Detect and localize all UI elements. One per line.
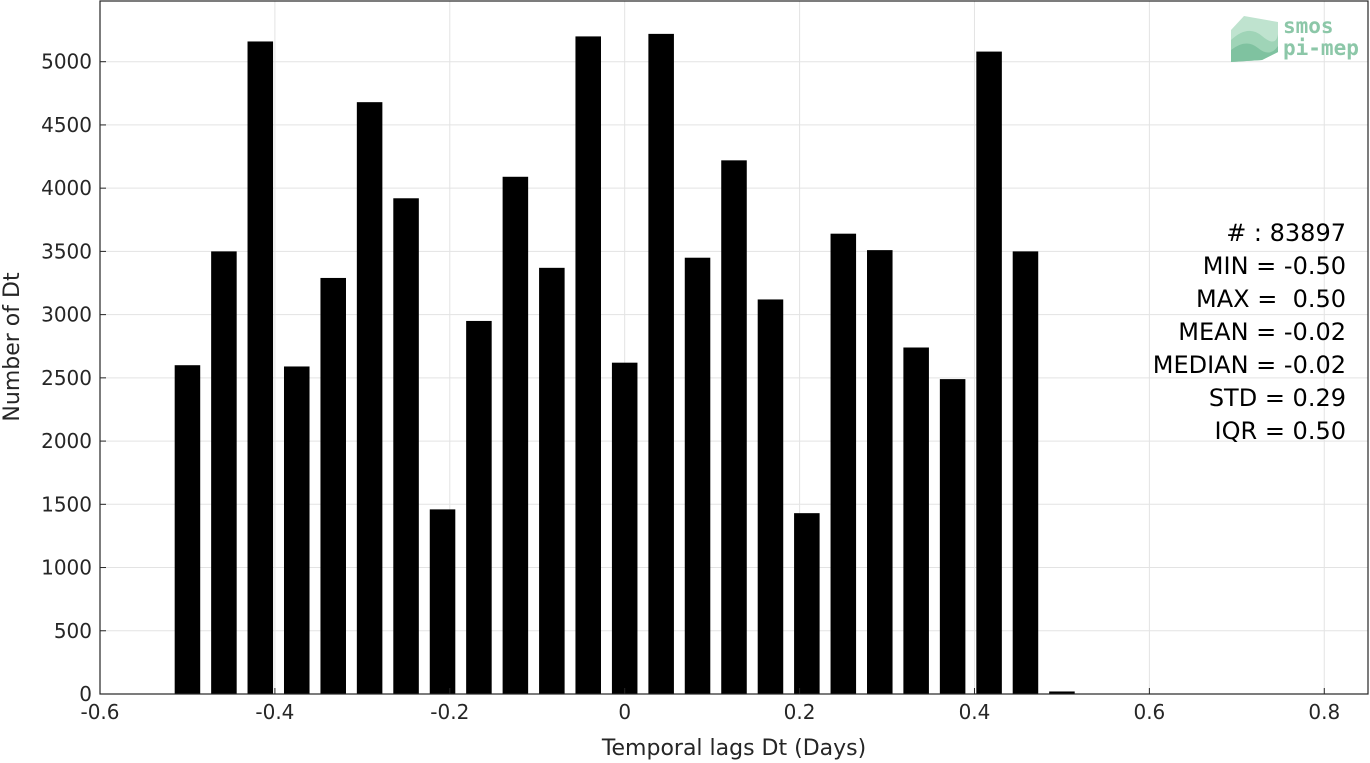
x-axis-label: Temporal lags Dt (Days) <box>601 736 866 761</box>
bar <box>903 347 929 694</box>
y-tick-label: 1500 <box>41 492 92 516</box>
stat-mean: MEAN = -0.02 <box>1178 318 1346 346</box>
y-tick-label: 3500 <box>41 239 92 263</box>
stat-std: STD = 0.29 <box>1209 384 1346 412</box>
x-tick-label: 0.2 <box>784 700 816 724</box>
x-tick-label: -0.6 <box>80 700 119 724</box>
y-tick-label: 0 <box>79 682 92 706</box>
bar <box>356 102 383 694</box>
y-tick-label: 5000 <box>41 50 92 74</box>
smos-pimep-logo: smos pi-mep <box>1231 14 1359 62</box>
bars <box>174 33 1075 695</box>
axes-box <box>99 0 1369 695</box>
x-tick-label: 0.6 <box>1133 700 1165 724</box>
y-tick-label: 3000 <box>41 303 92 327</box>
bar <box>539 267 565 694</box>
y-tick-label: 500 <box>54 619 92 643</box>
bar <box>684 257 711 694</box>
bar <box>429 509 456 694</box>
stats-annotation: # : 83897 MIN = -0.50 MAX = 0.50 MEAN = … <box>1153 219 1346 445</box>
bar <box>211 251 237 695</box>
bar <box>976 51 1002 695</box>
bar <box>247 41 274 694</box>
bar <box>1012 251 1039 695</box>
stat-iqr: IQR = 0.50 <box>1215 417 1346 445</box>
y-tick-label: 4000 <box>41 176 92 200</box>
bar <box>757 299 784 694</box>
bar <box>320 277 346 694</box>
y-tick-label: 4500 <box>41 113 92 137</box>
y-tick-label: 2500 <box>41 366 92 390</box>
logo-text-pimep: pi-mep <box>1283 36 1359 60</box>
y-tick-label: 2000 <box>41 429 92 453</box>
stat-max: MAX = 0.50 <box>1196 285 1346 313</box>
bar <box>867 250 893 694</box>
logo-waves-icon <box>1231 16 1278 62</box>
y-axis-label: Number of Dt <box>0 272 25 422</box>
bar <box>721 160 747 694</box>
bar <box>830 233 857 694</box>
bar <box>575 36 601 695</box>
bar <box>611 362 638 694</box>
logo-text-smos: smos <box>1283 14 1334 38</box>
bar <box>466 320 492 694</box>
bar <box>648 33 674 694</box>
stat-median: MEDIAN = -0.02 <box>1153 351 1346 379</box>
stat-count: # : 83897 <box>1226 219 1346 247</box>
bar <box>1049 691 1075 694</box>
x-tick-label: 0.4 <box>959 700 991 724</box>
bar <box>283 366 310 694</box>
bar <box>939 379 966 694</box>
x-tick-label: -0.4 <box>255 700 294 724</box>
bar <box>794 513 820 694</box>
x-tick-label: 0.8 <box>1308 700 1340 724</box>
y-tick-label: 1000 <box>41 556 92 580</box>
stat-min: MIN = -0.50 <box>1203 252 1346 280</box>
bar <box>502 176 529 695</box>
ticks: -0.6 -0.4 -0.2 0 0.2 0.4 0.6 0.8 0 500 1000 1500 200… <box>41 50 1340 724</box>
bar <box>174 365 201 694</box>
x-tick-label: -0.2 <box>430 700 469 724</box>
bar <box>393 198 419 694</box>
x-tick-label: 0 <box>618 700 631 724</box>
